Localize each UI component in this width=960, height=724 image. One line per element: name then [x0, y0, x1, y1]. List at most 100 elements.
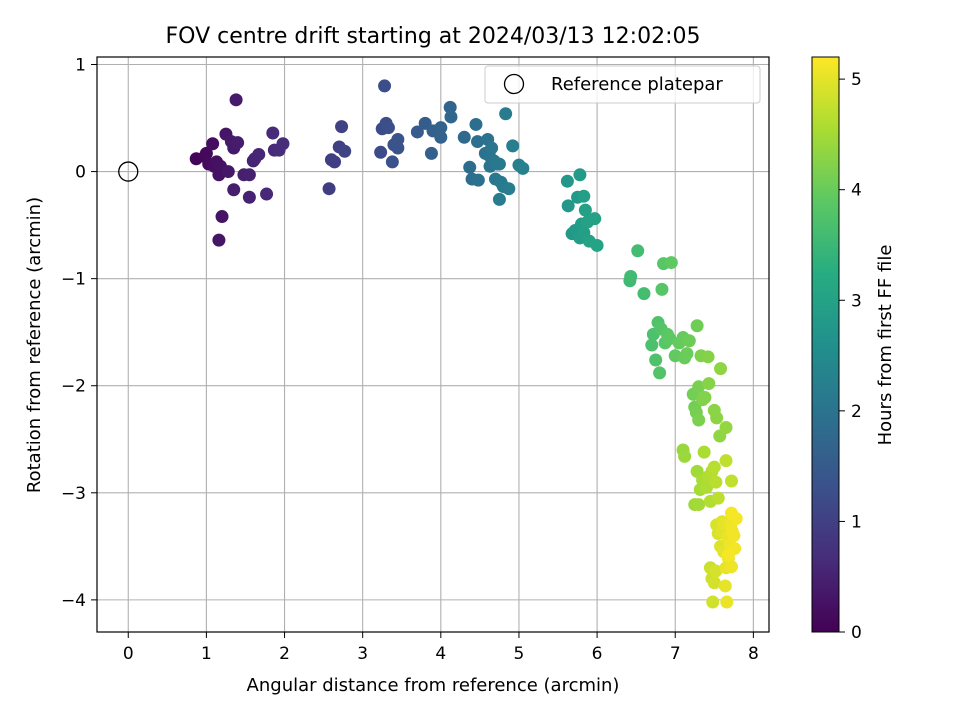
y-tick-label: 1	[75, 55, 86, 75]
data-point	[471, 135, 485, 149]
x-axis-label: Angular distance from reference (arcmin)	[247, 675, 620, 696]
chart-title: FOV centre drift starting at 2024/03/13 …	[166, 24, 701, 49]
data-point	[588, 212, 602, 226]
data-point	[560, 174, 574, 188]
data-point	[471, 173, 485, 187]
legend-marker-icon	[503, 73, 525, 95]
data-point	[561, 199, 575, 213]
data-point	[590, 238, 604, 252]
data-point	[573, 168, 587, 182]
data-point	[709, 564, 723, 578]
x-tick-label: 7	[670, 644, 681, 664]
data-point	[229, 93, 243, 107]
data-point	[709, 475, 723, 489]
data-point	[692, 413, 706, 427]
data-point	[664, 256, 678, 270]
data-point	[463, 160, 477, 174]
data-point	[678, 449, 692, 463]
data-point	[692, 380, 706, 394]
data-point	[720, 595, 734, 609]
x-tick-label: 1	[201, 644, 212, 664]
data-point	[692, 498, 706, 512]
legend: Reference platepar	[484, 65, 761, 104]
data-point	[506, 139, 520, 153]
data-point	[381, 121, 395, 135]
data-point	[231, 136, 245, 150]
data-point	[227, 183, 241, 197]
x-tick-label: 6	[592, 644, 603, 664]
reference-platepar-marker	[118, 161, 139, 182]
colorbar-tick-label: 5	[851, 70, 862, 90]
data-point	[434, 121, 448, 135]
data-point	[516, 161, 530, 175]
legend-box	[484, 65, 761, 104]
data-point	[206, 137, 220, 151]
data-point	[655, 282, 669, 296]
y-tick-label: −2	[61, 377, 86, 397]
data-point	[266, 126, 280, 140]
data-point	[624, 270, 638, 284]
x-tick-label: 3	[357, 644, 368, 664]
colorbar-ticks: 0 1 2 3 4 5	[839, 70, 862, 643]
data-point	[424, 146, 438, 160]
data-point	[492, 192, 506, 206]
data-point	[727, 529, 741, 543]
data-point	[242, 190, 256, 204]
data-point	[499, 107, 513, 121]
data-point	[260, 187, 274, 201]
data-point	[680, 347, 694, 361]
data-point	[444, 110, 458, 124]
y-tick-label: 0	[75, 163, 86, 183]
data-point	[410, 125, 424, 139]
data-point	[328, 155, 342, 169]
data-point	[577, 189, 591, 203]
y-tick-label: −1	[61, 270, 86, 290]
data-point	[492, 157, 506, 171]
y-axis-label: Rotation from reference (arcmin)	[24, 197, 45, 493]
data-point	[710, 411, 724, 425]
colorbar-tick-label: 1	[851, 512, 862, 532]
data-point	[457, 130, 471, 144]
x-tick-label: 0	[123, 644, 134, 664]
data-point	[637, 287, 651, 301]
data-point	[631, 244, 645, 258]
data-point	[698, 391, 712, 405]
data-point	[706, 595, 720, 609]
y-tick-label: −4	[61, 591, 86, 611]
data-point	[378, 79, 392, 93]
data-point	[391, 141, 405, 155]
data-point	[385, 155, 399, 169]
data-point	[724, 560, 738, 574]
data-point	[721, 548, 735, 562]
x-axis-ticks: 0 1 2 3 4 5 6 7 8	[123, 632, 759, 664]
y-axis-ticks: 1 0 −1 −2 −3 −4	[61, 55, 97, 611]
colorbar	[811, 56, 840, 633]
data-point	[443, 100, 457, 114]
data-point	[199, 146, 213, 160]
data-point	[221, 165, 235, 179]
data-point	[714, 362, 728, 376]
data-point	[701, 350, 715, 364]
data-point	[690, 319, 704, 333]
data-point	[653, 366, 667, 380]
y-tick-label: −3	[61, 484, 86, 504]
colorbar-tick-label: 0	[851, 623, 862, 643]
data-point	[702, 377, 716, 391]
data-point	[212, 233, 226, 247]
data-point	[338, 144, 352, 158]
data-point	[485, 141, 499, 155]
data-point	[502, 182, 516, 196]
data-point	[335, 120, 349, 134]
colorbar-tick-label: 3	[851, 291, 862, 311]
data-point	[719, 454, 733, 468]
data-point	[215, 210, 229, 224]
data-point	[645, 338, 659, 352]
data-point	[578, 203, 592, 217]
data-point	[242, 168, 256, 182]
data-point	[374, 145, 388, 159]
data-point	[649, 353, 663, 367]
data-point	[724, 506, 738, 520]
data-point	[469, 117, 483, 131]
data-points	[118, 79, 743, 609]
